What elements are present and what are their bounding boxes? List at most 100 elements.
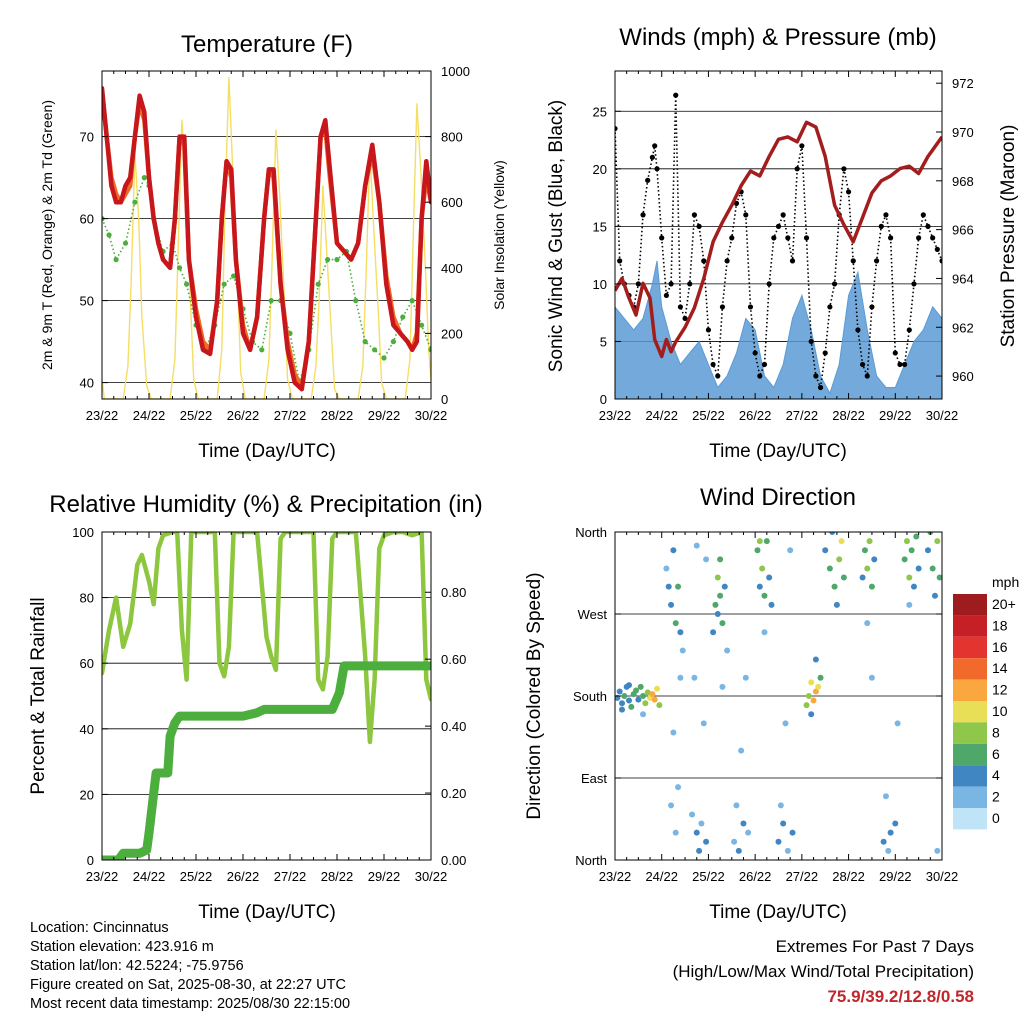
temperature-y2-tick-label: 1000 xyxy=(441,64,470,79)
direction-point xyxy=(810,697,817,704)
direction-y-tick-label: North xyxy=(575,525,607,540)
direction-point xyxy=(633,687,640,694)
direction-point xyxy=(714,574,721,581)
direction-point xyxy=(696,847,703,854)
direction-point xyxy=(719,683,726,690)
direction-x-tick-label: 23/22 xyxy=(599,869,632,884)
winds-series-gust-point xyxy=(673,92,679,98)
colorbar-label: 14 xyxy=(992,660,1008,676)
temperature-y-tick-label: 60 xyxy=(80,212,94,227)
extremes-box: Extremes For Past 7 Days (High/Low/Max W… xyxy=(673,934,974,1009)
direction-point xyxy=(805,693,812,699)
direction-point xyxy=(871,556,878,563)
direction-point xyxy=(668,802,675,809)
direction-point xyxy=(880,838,887,845)
direction-y-tick-label: North xyxy=(575,853,607,868)
winds-series-gust-point xyxy=(696,223,702,229)
winds-x-tick-label: 28/22 xyxy=(832,408,865,423)
direction-point xyxy=(675,583,682,590)
temperature-x-tick-label: 27/22 xyxy=(274,408,307,423)
direction-point xyxy=(787,547,794,554)
direction-point xyxy=(910,583,917,590)
colorbar-swatch xyxy=(953,743,987,766)
direction-point xyxy=(906,601,913,608)
temperature-x-label: Time (Day/UTC) xyxy=(198,441,336,462)
direction-point xyxy=(903,538,910,545)
winds-y-tick-label: 20 xyxy=(593,162,607,177)
direction-point xyxy=(675,784,682,791)
direction-point xyxy=(719,620,726,627)
humidity-y-tick-label: 20 xyxy=(80,787,94,802)
direction-point xyxy=(894,720,901,727)
direction-point xyxy=(756,583,763,590)
winds-y-tick-label: 25 xyxy=(593,104,607,119)
colorbar-label: 4 xyxy=(992,767,1000,783)
winds-series-gust-point xyxy=(906,327,912,333)
winds-series-gust-point xyxy=(789,258,796,264)
direction-point xyxy=(931,592,938,599)
colorbar-swatch xyxy=(953,722,987,744)
temperature-series-dewpoint-point xyxy=(268,298,274,304)
extremes-title: Extremes For Past 7 Days xyxy=(775,937,974,956)
winds-series-gust-point xyxy=(649,154,655,160)
direction-point xyxy=(861,547,868,554)
winds-series-gust-point xyxy=(654,166,660,172)
winds-series-gust-point xyxy=(794,166,800,172)
station-location: Location: Cincinnatus xyxy=(30,920,169,936)
direction-point xyxy=(740,820,747,827)
direction-point xyxy=(812,656,819,663)
temperature-series-solar-line xyxy=(102,76,431,399)
humidity-x-tick-label: 23/22 xyxy=(86,869,119,884)
direction-x-tick-label: 29/22 xyxy=(879,869,912,884)
direction-point xyxy=(780,820,787,827)
colorbar-swatch xyxy=(953,701,987,723)
direction-point xyxy=(616,688,623,695)
colorbar-label: 18 xyxy=(992,617,1008,633)
colorbar-swatch xyxy=(953,636,987,659)
direction-x-tick-label: 24/22 xyxy=(645,869,678,884)
direction-point xyxy=(754,547,761,554)
winds-series-gust-point xyxy=(897,361,903,368)
direction-point xyxy=(766,574,773,581)
humidity-data-layer xyxy=(102,532,431,860)
humidity-y2-tick-label: 0.20 xyxy=(441,786,466,801)
direction-point xyxy=(698,820,705,827)
extremes-subtitle: (High/Low/Max Wind/Total Precipitation) xyxy=(672,962,974,981)
extremes-values: 75.9/39.2/12.8/0.58 xyxy=(827,987,974,1006)
direction-point xyxy=(738,747,745,754)
station-elevation: Station elevation: 423.916 m xyxy=(30,939,214,955)
temperature-x-tick-label: 28/22 xyxy=(321,408,354,423)
colorbar-label: 20+ xyxy=(992,596,1016,612)
humidity-y2-tick-label: 0.80 xyxy=(441,585,466,600)
temperature-y2-tick-label: 800 xyxy=(441,130,463,145)
direction-point xyxy=(654,685,661,692)
direction-point xyxy=(637,683,644,690)
direction-point xyxy=(808,679,815,686)
direction-point xyxy=(679,647,686,654)
direction-point xyxy=(826,565,833,572)
humidity-x-tick-label: 28/22 xyxy=(321,869,354,884)
direction-point xyxy=(642,700,649,707)
direction-point xyxy=(817,674,824,681)
temperature-series-dewpoint-point xyxy=(428,347,431,353)
winds-x-tick-label: 30/22 xyxy=(926,408,959,423)
winds-series-gust-point xyxy=(752,350,758,356)
direction-y-tick-label: East xyxy=(581,771,607,786)
winds-y2-label: Station Pressure (Maroon) xyxy=(998,125,1019,348)
colorbar-swatch xyxy=(953,594,987,616)
temperature-x-tick-label: 26/22 xyxy=(227,408,260,423)
winds-series-gust-point xyxy=(729,235,735,241)
direction-point xyxy=(626,697,633,704)
direction-point xyxy=(831,583,838,590)
humidity-y2-tick-label: 0.00 xyxy=(441,853,466,868)
winds-series-gust-point xyxy=(869,304,875,310)
winds-series-gust-point xyxy=(822,350,828,356)
humidity-y-tick-label: 100 xyxy=(72,525,94,540)
direction-point xyxy=(915,565,922,572)
winds-y2-tick-label: 970 xyxy=(952,125,974,140)
winds-title: Winds (mph) & Pressure (mb) xyxy=(619,24,936,51)
direction-point xyxy=(665,583,672,590)
winds-y-label: Sonic Wind & Gust (Blue, Black) xyxy=(546,100,567,372)
humidity-series-rh-line xyxy=(102,532,431,745)
direction-point xyxy=(840,574,847,581)
